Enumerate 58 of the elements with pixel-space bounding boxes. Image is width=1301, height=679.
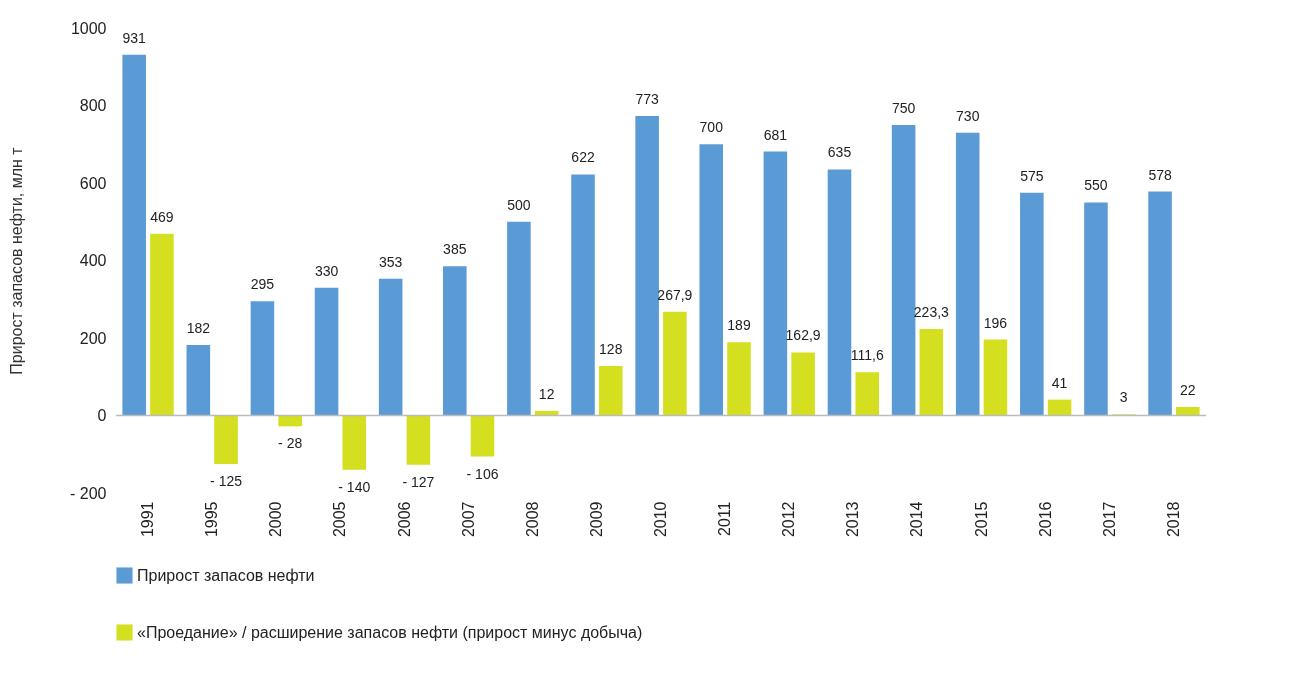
legend-label: «Проедание» / расширение запасов нефти (прирост минус добыча) <box>137 623 643 641</box>
data-label: 330 <box>314 262 339 279</box>
y-axis-title: Прирост запасов нефти, млн т <box>8 146 26 375</box>
legend-label: Прирост запасов нефти <box>137 566 315 584</box>
x-tick-label: 2007 <box>459 501 477 538</box>
data-label: 635 <box>827 144 852 161</box>
x-tick-label: 1991 <box>139 501 157 538</box>
data-label: 773 <box>635 90 660 107</box>
data-label: 700 <box>699 119 724 136</box>
x-tick-label: 2012 <box>780 501 798 538</box>
data-label: 128 <box>599 340 623 357</box>
data-label: 41 <box>1051 374 1068 391</box>
data-label: 385 <box>443 241 467 258</box>
data-label: 111,6 <box>850 347 884 364</box>
y-tick-label: - 200 <box>70 484 107 502</box>
x-tick-label: 2006 <box>395 501 413 538</box>
x-tick-label: 2000 <box>267 501 285 538</box>
data-label: 182 <box>186 319 211 336</box>
data-label: - 140 <box>338 478 371 495</box>
data-label: 353 <box>378 253 403 270</box>
x-tick-label: 1995 <box>203 501 221 538</box>
data-label: - 127 <box>402 473 435 490</box>
x-tick-label: 2015 <box>972 501 990 538</box>
data-label: 681 <box>763 126 788 143</box>
data-label: 750 <box>891 99 916 116</box>
x-tick-label: 2011 <box>716 501 734 536</box>
x-tick-label: 2013 <box>844 501 862 538</box>
data-label: - 125 <box>210 472 243 489</box>
data-label: 931 <box>122 29 147 46</box>
y-tick-label: 0 <box>97 407 107 424</box>
data-label: 22 <box>1180 381 1196 398</box>
data-label: 196 <box>983 314 1008 331</box>
data-label: 12 <box>538 385 555 402</box>
data-label: 3 <box>1119 389 1128 406</box>
data-label: 730 <box>956 107 980 124</box>
x-tick-label: 2017 <box>1100 501 1118 538</box>
data-label: - 106 <box>466 465 499 482</box>
data-label: 500 <box>507 196 531 213</box>
y-tick-label: 1000 <box>70 19 107 37</box>
data-label: 189 <box>727 317 751 334</box>
data-label: 295 <box>250 276 275 293</box>
x-tick-label: 2014 <box>908 501 926 538</box>
y-tick-label: 200 <box>79 329 107 347</box>
y-tick-label: 400 <box>79 252 107 269</box>
x-tick-label: 2010 <box>652 501 669 538</box>
y-tick-label: 600 <box>79 174 107 192</box>
data-label: 575 <box>1020 167 1044 184</box>
data-label: 578 <box>1148 166 1172 183</box>
x-tick-label: 2018 <box>1164 501 1182 538</box>
x-tick-label: 2009 <box>587 501 605 538</box>
x-tick-label: 2008 <box>523 501 541 538</box>
data-label: 622 <box>571 149 595 166</box>
x-tick-label: 2005 <box>331 501 349 538</box>
y-tick-label: 800 <box>79 97 107 114</box>
x-tick-label: 2016 <box>1036 501 1054 538</box>
data-label: 469 <box>150 208 174 225</box>
data-label: 550 <box>1084 177 1108 194</box>
data-label: - 28 <box>278 435 303 452</box>
